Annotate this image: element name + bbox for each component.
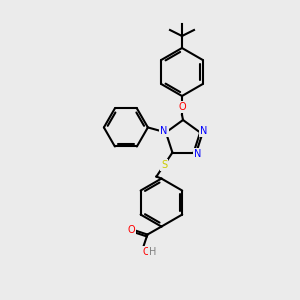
Text: N: N (194, 148, 201, 159)
Text: O: O (178, 102, 186, 112)
Text: N: N (160, 126, 168, 136)
Text: S: S (161, 160, 167, 170)
Text: O: O (142, 247, 150, 256)
Text: N: N (200, 126, 208, 136)
Text: H: H (149, 247, 156, 256)
Text: O: O (128, 225, 135, 235)
